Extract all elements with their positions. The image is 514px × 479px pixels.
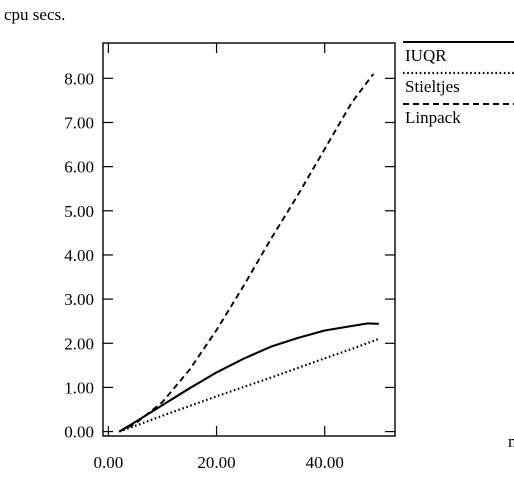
x-axis-label: n <box>508 432 514 451</box>
y-tick-label: 7.00 <box>64 113 94 132</box>
legend-label-iuqr: IUQR <box>405 46 447 65</box>
series-line-linpack <box>118 73 375 433</box>
x-tick-label: 0.00 <box>94 453 124 472</box>
x-tick-label: 20.00 <box>197 453 235 472</box>
y-tick-label: 2.00 <box>64 334 94 353</box>
y-tick-label: 3.00 <box>64 290 94 309</box>
plot-frame <box>102 42 396 437</box>
y-tick-label: 6.00 <box>64 158 94 177</box>
legend-label-linpack: Linpack <box>405 108 461 127</box>
series-line-stieltjes <box>118 337 380 433</box>
y-tick-label: 5.00 <box>64 202 94 221</box>
y-tick-label: 1.00 <box>64 378 94 397</box>
y-tick-label: 0.00 <box>64 423 94 442</box>
y-axis-label: cpu secs. <box>4 5 65 24</box>
y-tick-label: 4.00 <box>64 246 94 265</box>
x-tick-label: 40.00 <box>306 453 344 472</box>
series-line-iuqr <box>118 322 379 433</box>
y-tick-label: 8.00 <box>64 69 94 88</box>
legend-label-stieltjes: Stieltjes <box>405 77 460 96</box>
